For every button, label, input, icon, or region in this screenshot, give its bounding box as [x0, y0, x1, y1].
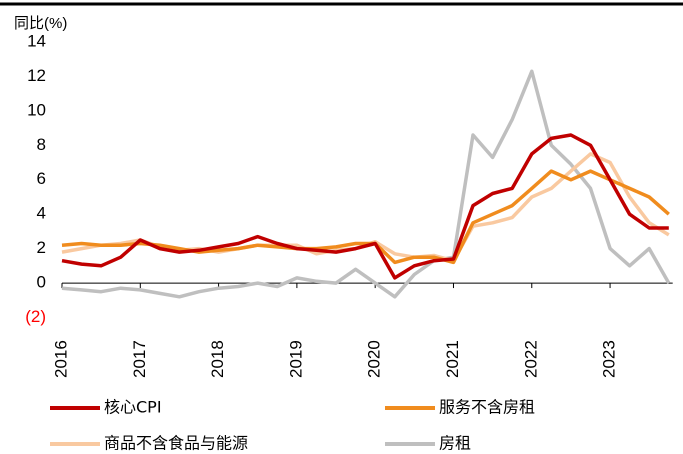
chart-title: 同比(%) — [14, 15, 67, 32]
legend-label: 核心CPI — [104, 398, 162, 417]
y-tick-label: 4 — [37, 204, 46, 223]
x-tick-label: 2022 — [521, 340, 540, 378]
x-tick-label: 2019 — [286, 340, 305, 378]
legend-label: 服务不含房租 — [439, 398, 535, 417]
legend-label: 商品不含食品与能源 — [104, 434, 248, 453]
y-tick-label: 2 — [37, 238, 46, 257]
x-tick-label: 2020 — [365, 340, 384, 378]
y-tick-label: 14 — [27, 31, 46, 50]
series-line — [61, 69, 671, 299]
y-tick-label: 12 — [27, 66, 46, 85]
series-line — [61, 169, 670, 265]
legend-label: 房租 — [439, 434, 471, 453]
x-tick-label: 2023 — [600, 340, 619, 378]
y-tick-label: 6 — [37, 169, 46, 188]
x-tick-label: 2017 — [130, 340, 149, 378]
y-tick-label: 10 — [27, 100, 46, 119]
x-tick-label: 2021 — [443, 340, 462, 378]
y-tick-label: 8 — [37, 135, 46, 154]
y-tick-label: (2) — [25, 307, 46, 326]
series-line — [61, 133, 669, 280]
x-tick-label: 2016 — [51, 340, 70, 378]
y-tick-label: 0 — [37, 273, 46, 292]
x-tick-label: 2018 — [208, 340, 227, 378]
